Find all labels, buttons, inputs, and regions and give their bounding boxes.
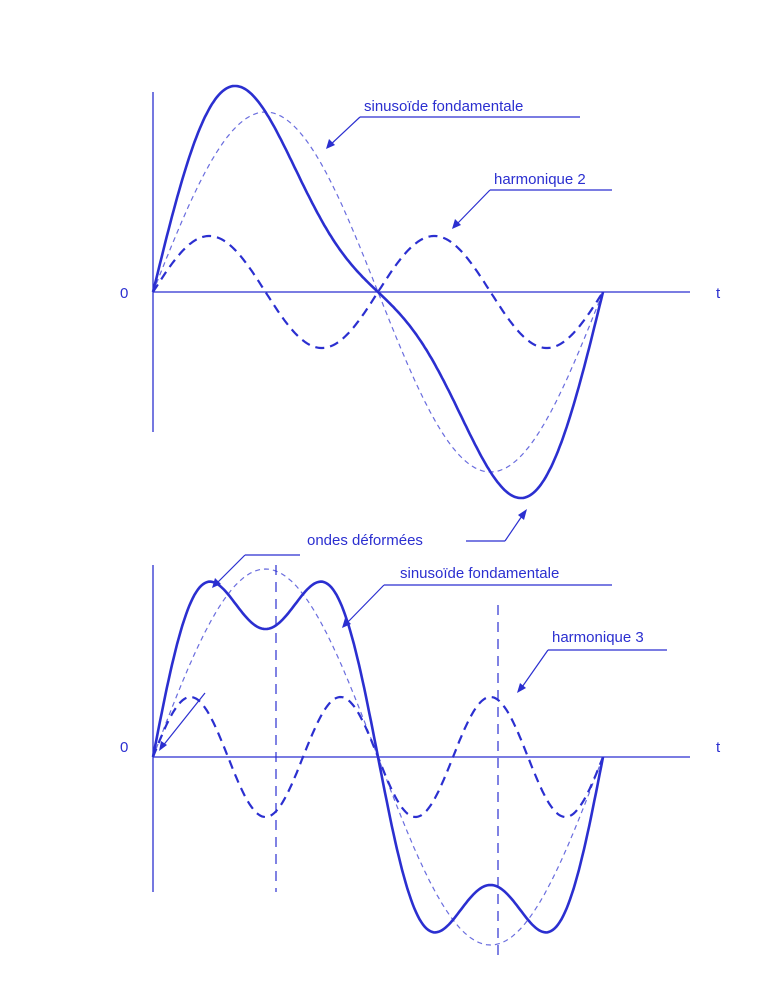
top-fundamental-label: sinusoïde fondamentale bbox=[364, 98, 523, 115]
distorted-waves-arrowhead-top bbox=[518, 509, 527, 520]
bottom-origin-leader bbox=[161, 692, 206, 748]
top-fundamental-arrowhead bbox=[326, 139, 335, 149]
top-harmonic-label: harmonique 2 bbox=[494, 171, 586, 188]
bottom-harmonic-leader-arrow bbox=[519, 649, 549, 691]
top-panel: 0 t sinusoïde fondamentale harmonique 2 bbox=[120, 84, 721, 500]
top-distorted-wave bbox=[151, 84, 605, 500]
top-origin-label: 0 bbox=[120, 285, 128, 302]
top-harmonic-leader-arrow bbox=[454, 189, 491, 227]
bottom-harmonic-arrowhead bbox=[517, 683, 526, 693]
distorted-waves-leader-top bbox=[504, 512, 525, 542]
top-fundamental-leader-arrow bbox=[327, 116, 361, 148]
bottom-fundamental-label: sinusoïde fondamentale bbox=[400, 565, 559, 582]
bottom-harmonic-label: harmonique 3 bbox=[552, 629, 644, 646]
bottom-fundamental-leader-arrow bbox=[344, 584, 385, 626]
bottom-origin-label: 0 bbox=[120, 739, 128, 756]
bottom-fundamental-arrowhead bbox=[342, 618, 351, 628]
distorted-waves-leader-bottom bbox=[214, 554, 246, 586]
distorted-waves-label: ondes déformées bbox=[307, 532, 423, 549]
top-time-label: t bbox=[716, 285, 721, 302]
bottom-time-label: t bbox=[716, 739, 721, 756]
top-fundamental-curve bbox=[152, 111, 604, 473]
top-harmonic-arrowhead bbox=[452, 219, 461, 229]
bottom-distorted-wave bbox=[151, 580, 605, 934]
bottom-origin-arrowhead bbox=[159, 741, 167, 751]
bottom-panel: 0 t sinusoïde fondamentale harmonique 3 bbox=[120, 565, 721, 960]
